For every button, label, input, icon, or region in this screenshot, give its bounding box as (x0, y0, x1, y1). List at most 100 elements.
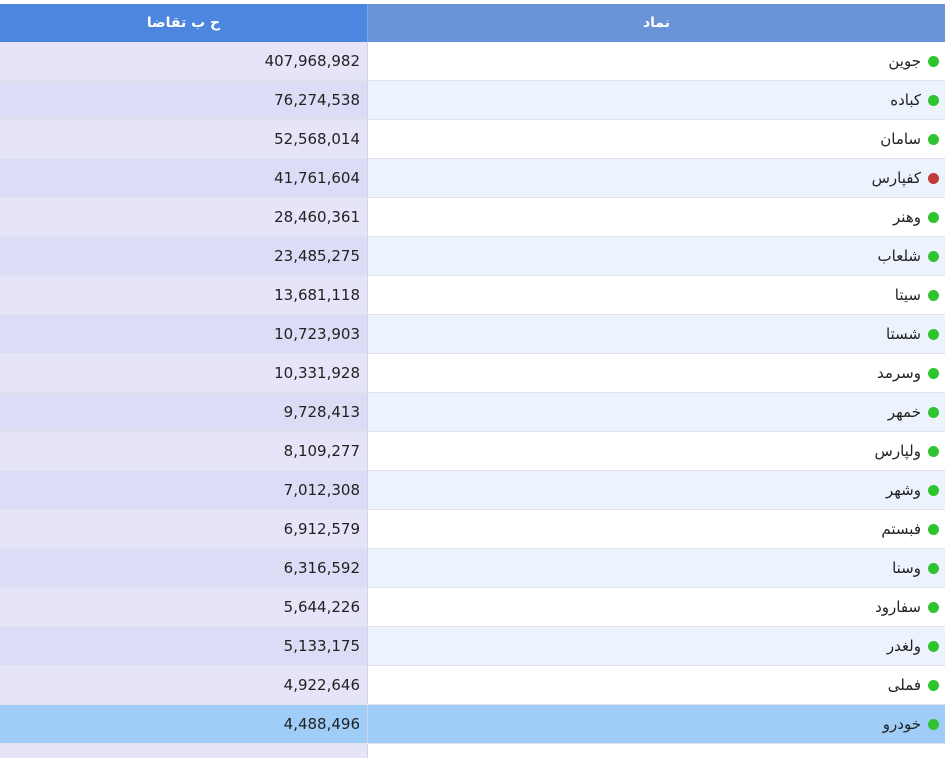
demand-cell: 13,681,118 (0, 276, 368, 314)
status-dot-icon (928, 601, 939, 613)
demand-cell: 9,728,413 (0, 393, 368, 431)
symbol-label[interactable]: وسنا (892, 559, 921, 577)
table-row[interactable]: 23,485,275 شلعاب (0, 237, 945, 276)
demand-cell: 6,316,592 (0, 549, 368, 587)
status-dot-icon (928, 679, 939, 691)
symbol-label[interactable]: سفارود (875, 598, 921, 616)
column-header-symbol-label: نماد (642, 15, 671, 31)
table-row[interactable]: 52,568,014 سامان (0, 120, 945, 159)
table-header-row: ح ب تقاضا نماد (0, 4, 945, 42)
symbol-label[interactable]: وشهر (885, 481, 921, 499)
table-row[interactable]: 41,761,604 کفپارس (0, 159, 945, 198)
status-dot-icon (928, 172, 939, 184)
column-header-symbol[interactable]: نماد (368, 4, 945, 42)
demand-cell: 4,922,646 (0, 666, 368, 704)
demand-cell: 28,460,361 (0, 198, 368, 236)
demand-cell: 5,133,175 (0, 627, 368, 665)
symbol-cell: ولغدر (368, 627, 945, 665)
symbol-cell: وشهر (368, 471, 945, 509)
symbol-label[interactable]: فبستم (881, 520, 921, 538)
symbol-cell (368, 744, 945, 758)
table-row[interactable]: 5,644,226 سفارود (0, 588, 945, 627)
demand-cell: 5,644,226 (0, 588, 368, 626)
table-row[interactable]: 6,316,592 وسنا (0, 549, 945, 588)
symbol-label[interactable]: ولغدر (886, 637, 921, 655)
symbol-cell: سفارود (368, 588, 945, 626)
status-dot-icon (928, 55, 939, 67)
demand-cell: 10,723,903 (0, 315, 368, 353)
table-row[interactable]: 8,109,277 ولپارس (0, 432, 945, 471)
symbol-label[interactable]: وسرمد (877, 364, 921, 382)
column-header-demand[interactable]: ح ب تقاضا (0, 4, 368, 42)
demand-cell: 6,912,579 (0, 510, 368, 548)
status-dot-icon (928, 133, 939, 145)
demand-cell (0, 744, 368, 758)
status-dot-icon (928, 718, 939, 730)
status-dot-icon (928, 484, 939, 496)
demand-cell: 8,109,277 (0, 432, 368, 470)
symbol-cell: شستا (368, 315, 945, 353)
table-row[interactable]: 9,728,413 خمهر (0, 393, 945, 432)
symbol-label[interactable]: شلعاب (877, 247, 921, 265)
symbol-cell: کفپارس (368, 159, 945, 197)
symbol-cell: خمهر (368, 393, 945, 431)
demand-cell: 76,274,538 (0, 81, 368, 119)
symbol-cell: فملی (368, 666, 945, 704)
symbol-cell: وسرمد (368, 354, 945, 392)
status-dot-icon (928, 640, 939, 652)
status-dot-icon (928, 445, 939, 457)
demand-cell: 407,968,982 (0, 42, 368, 80)
table-row-partial[interactable] (0, 744, 945, 758)
symbol-cell: شلعاب (368, 237, 945, 275)
symbol-cell: خودرو (368, 705, 945, 743)
status-dot-icon (928, 367, 939, 379)
symbol-label[interactable]: سیتا (894, 286, 921, 304)
table-row[interactable]: 10,723,903 شستا (0, 315, 945, 354)
symbol-label[interactable]: شستا (885, 325, 921, 343)
symbol-label[interactable]: کفپارس (871, 169, 921, 187)
status-dot-icon (928, 211, 939, 223)
symbol-label[interactable]: فملی (887, 676, 921, 694)
table-row[interactable]: 10,331,928 وسرمد (0, 354, 945, 393)
table-row[interactable]: 6,912,579 فبستم (0, 510, 945, 549)
status-dot-icon (928, 289, 939, 301)
table-row[interactable]: 4,922,646 فملی (0, 666, 945, 705)
status-dot-icon (928, 94, 939, 106)
symbol-cell: فبستم (368, 510, 945, 548)
status-dot-icon (928, 406, 939, 418)
symbol-cell: سامان (368, 120, 945, 158)
table-row[interactable]: 28,460,361 وهنر (0, 198, 945, 237)
symbol-cell: ولپارس (368, 432, 945, 470)
symbol-label[interactable]: خودرو (882, 715, 921, 733)
column-header-demand-label: ح ب تقاضا (146, 15, 221, 31)
demand-cell: 52,568,014 (0, 120, 368, 158)
demand-cell: 10,331,928 (0, 354, 368, 392)
status-dot-icon (928, 562, 939, 574)
status-dot-icon (928, 250, 939, 262)
demand-cell: 4,488,496 (0, 705, 368, 743)
symbol-label[interactable]: جوین (888, 52, 921, 70)
table-row[interactable]: 7,012,308 وشهر (0, 471, 945, 510)
symbol-label[interactable]: سامان (880, 130, 921, 148)
symbol-label[interactable]: کباده (890, 91, 921, 109)
table-row[interactable]: 407,968,982 جوین (0, 42, 945, 81)
table-row[interactable]: 4,488,496 خودرو (0, 705, 945, 744)
demand-cell: 41,761,604 (0, 159, 368, 197)
symbol-label[interactable]: وهنر (893, 208, 921, 226)
symbol-cell: سیتا (368, 276, 945, 314)
symbol-label[interactable]: ولپارس (874, 442, 921, 460)
symbol-label[interactable]: خمهر (887, 403, 921, 421)
symbol-cell: وهنر (368, 198, 945, 236)
table-body: 407,968,982 جوین 76,274,538 کباده 52,568,014… (0, 42, 945, 744)
status-dot-icon (928, 328, 939, 340)
status-dot-icon (928, 523, 939, 535)
table-row[interactable]: 13,681,118 سیتا (0, 276, 945, 315)
table-row[interactable]: 76,274,538 کباده (0, 81, 945, 120)
symbol-cell: جوین (368, 42, 945, 80)
table-row[interactable]: 5,133,175 ولغدر (0, 627, 945, 666)
demand-cell: 23,485,275 (0, 237, 368, 275)
demand-table: ح ب تقاضا نماد 407,968,982 جوین 76,274,538… (0, 4, 945, 758)
symbol-cell: کباده (368, 81, 945, 119)
symbol-cell: وسنا (368, 549, 945, 587)
demand-cell: 7,012,308 (0, 471, 368, 509)
